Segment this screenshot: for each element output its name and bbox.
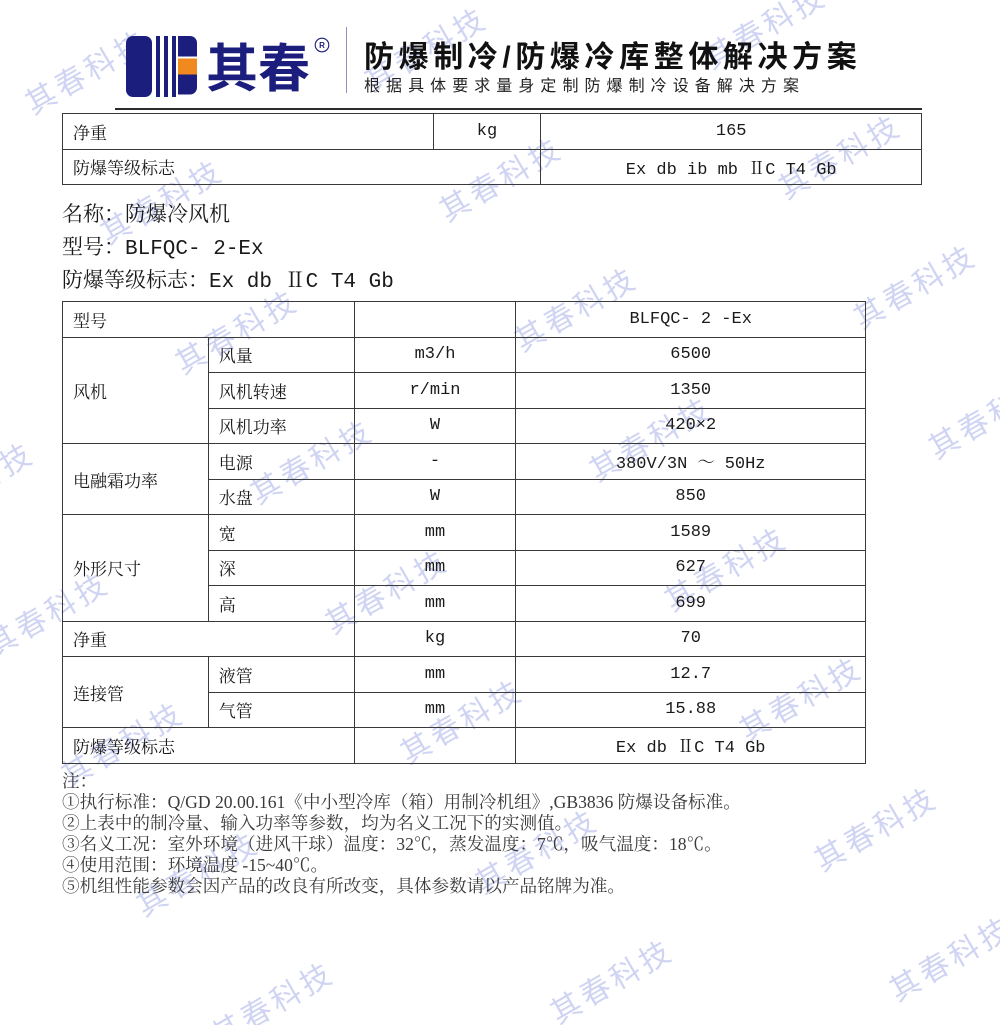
svg-text:R: R: [319, 41, 325, 50]
svg-text:其春: 其春: [206, 36, 310, 97]
